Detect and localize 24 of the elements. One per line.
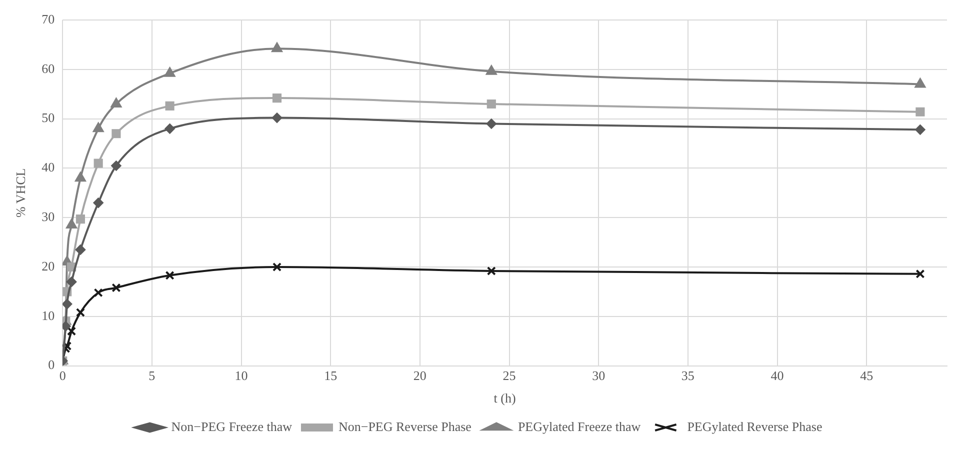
x-axis-title: t (h) <box>494 390 516 406</box>
y-tick-label: 10 <box>42 308 55 323</box>
x-tick-label: 5 <box>148 368 156 384</box>
y-tick-label: 50 <box>42 110 55 126</box>
y-tick-label: 30 <box>42 209 55 224</box>
y-tick-label: 20 <box>42 258 55 274</box>
x-tick-label: 10 <box>234 368 248 384</box>
x-tick-label: 20 <box>413 368 426 384</box>
x-tick-label: 25 <box>502 368 516 384</box>
x-tick-label: 40 <box>770 368 784 384</box>
legend-label: PEGylated Freeze thaw <box>518 418 642 434</box>
y-tick-label: 0 <box>48 357 55 372</box>
y-tick-label: 40 <box>42 160 55 175</box>
legend-label: PEGylated Reverse Phase <box>687 418 822 434</box>
x-tick-label: 45 <box>860 368 874 384</box>
legend-label: Non−PEG Freeze thaw <box>171 418 293 434</box>
x-tick-label: 15 <box>324 368 338 384</box>
y-axis-title: % VHCL <box>13 168 28 218</box>
y-tick-label: 60 <box>42 60 55 76</box>
x-tick-label: 0 <box>59 368 66 384</box>
legend-label: Non−PEG Reverse Phase <box>338 418 472 434</box>
x-tick-label: 30 <box>592 368 606 384</box>
x-tick-label: 35 <box>681 368 694 384</box>
y-tick-label: 70 <box>42 11 55 26</box>
